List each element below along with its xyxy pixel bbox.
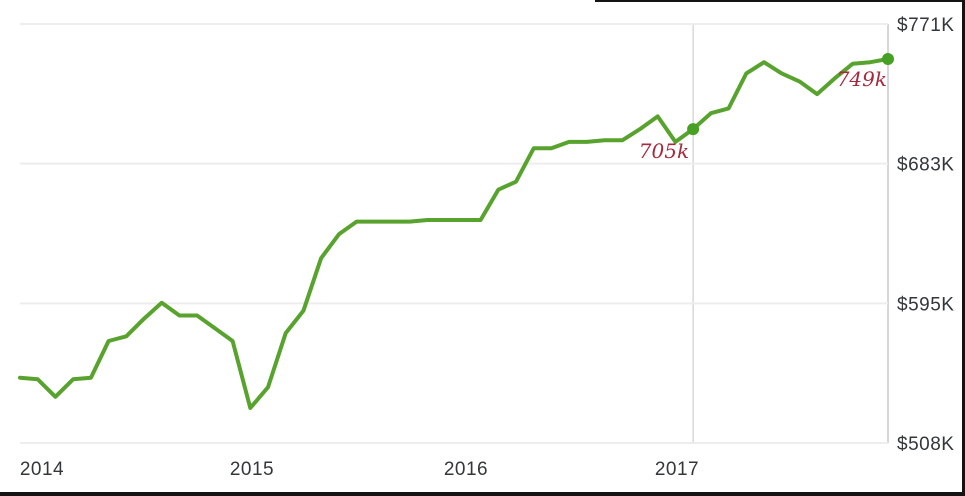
annotation-label: 705k: [639, 139, 689, 163]
screenshot-border-right: [962, 0, 965, 496]
data-point-marker[interactable]: [882, 53, 894, 65]
x-axis-tick-label: 2016: [444, 459, 488, 480]
y-axis-tick-label: $595K: [897, 294, 954, 315]
data-point-marker[interactable]: [687, 123, 700, 136]
y-axis-tick-label: $683K: [897, 155, 954, 176]
screenshot-border-top: [595, 0, 965, 2]
screenshot-border-bottom: [0, 492, 965, 496]
x-axis-tick-label: 2017: [655, 459, 699, 480]
x-axis-tick-label: 2014: [20, 459, 64, 480]
home-value-line: [18, 57, 890, 410]
y-axis-tick-label: $771K: [897, 15, 954, 36]
y-axis-tick-label: $508K: [897, 434, 954, 455]
x-axis-tick-label: 2015: [230, 459, 274, 480]
annotation-label: 749k: [837, 67, 887, 91]
